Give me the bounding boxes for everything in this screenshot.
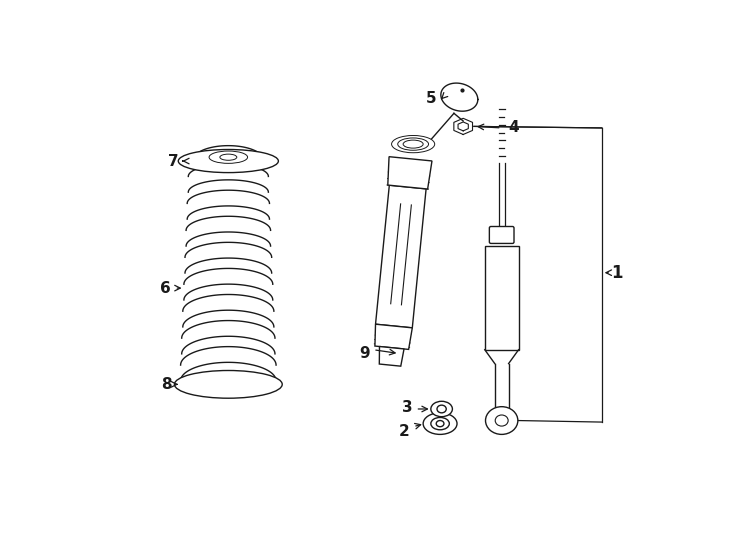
Ellipse shape [175, 370, 283, 398]
Text: 2: 2 [399, 424, 410, 439]
Ellipse shape [423, 413, 457, 434]
Polygon shape [388, 157, 432, 189]
Polygon shape [376, 185, 426, 328]
Ellipse shape [495, 415, 508, 426]
Text: 9: 9 [360, 346, 370, 361]
Text: 3: 3 [401, 400, 413, 415]
Text: 1: 1 [611, 264, 623, 282]
FancyBboxPatch shape [490, 226, 514, 244]
Ellipse shape [485, 407, 518, 434]
Ellipse shape [178, 150, 278, 173]
Ellipse shape [403, 140, 423, 148]
Ellipse shape [436, 421, 444, 427]
Ellipse shape [204, 377, 253, 392]
Text: 5: 5 [426, 91, 436, 106]
Text: 4: 4 [508, 120, 518, 136]
Text: 8: 8 [161, 377, 172, 392]
Ellipse shape [437, 405, 446, 413]
Ellipse shape [398, 138, 429, 150]
Ellipse shape [209, 151, 247, 164]
Ellipse shape [217, 380, 240, 389]
Polygon shape [379, 347, 404, 366]
Ellipse shape [189, 374, 269, 395]
Ellipse shape [220, 154, 237, 160]
Ellipse shape [431, 401, 452, 417]
Ellipse shape [391, 136, 435, 153]
Bar [484, 246, 519, 350]
Text: 6: 6 [160, 281, 170, 295]
Ellipse shape [431, 417, 449, 430]
Polygon shape [375, 324, 413, 349]
Text: 7: 7 [167, 153, 178, 168]
